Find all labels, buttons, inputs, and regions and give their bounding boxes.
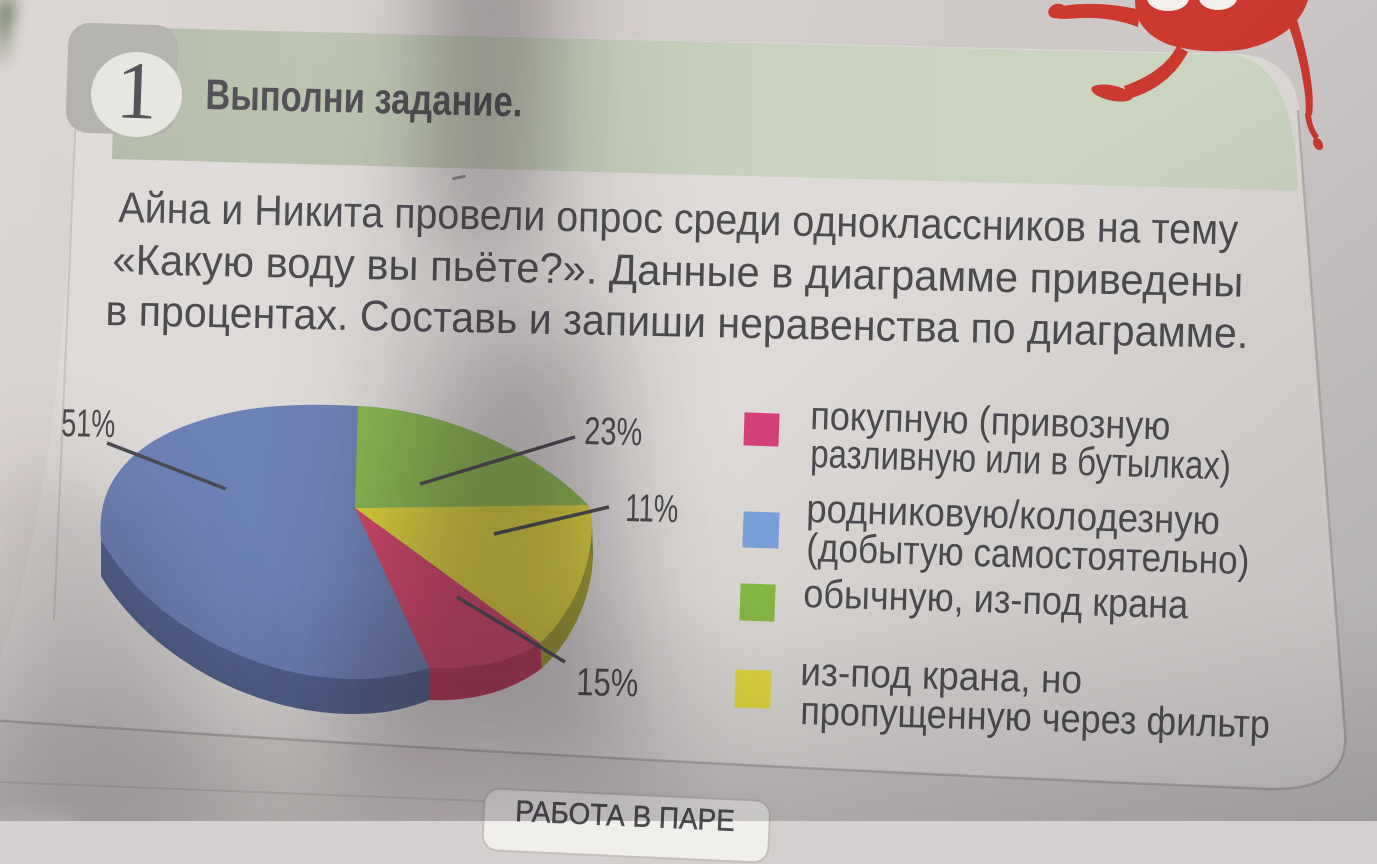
svg-text:23%: 23% [584, 410, 643, 454]
svg-text:15%: 15% [576, 661, 639, 705]
svg-text:51%: 51% [61, 402, 116, 446]
svg-text:11%: 11% [625, 487, 679, 531]
